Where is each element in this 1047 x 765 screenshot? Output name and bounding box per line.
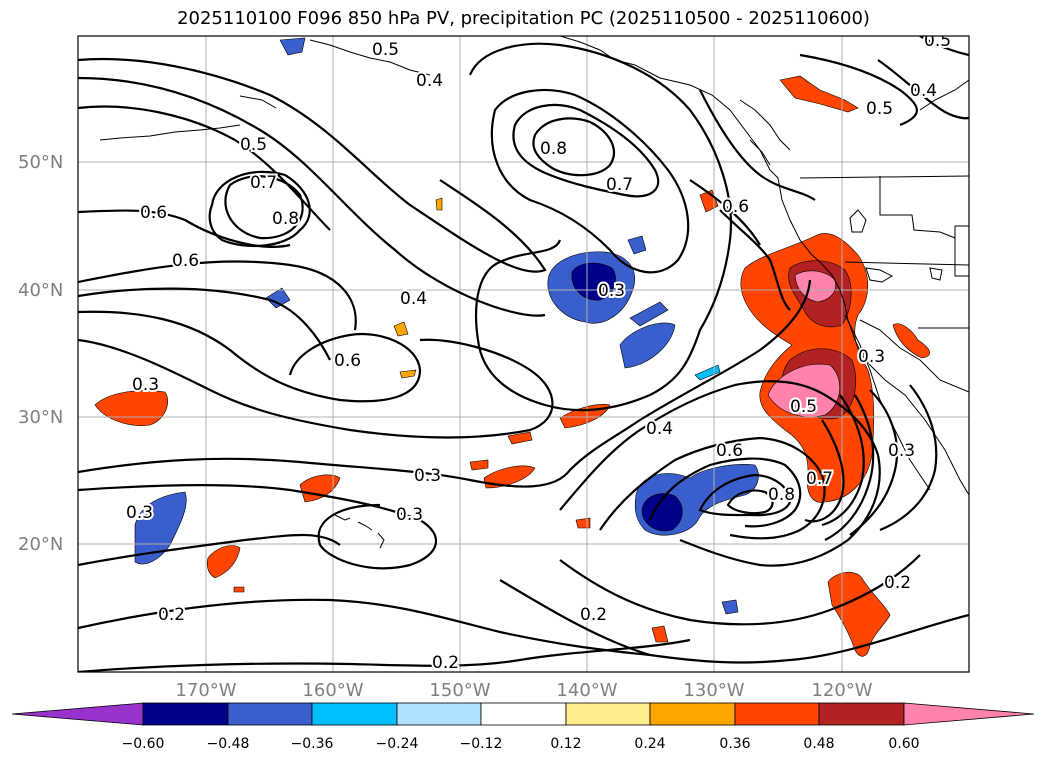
colorbar-segment bbox=[480, 702, 567, 726]
colorbar-tick: 0.36 bbox=[719, 736, 751, 752]
lat-label: 30°N bbox=[18, 407, 64, 428]
colorbar-tick: 0.24 bbox=[634, 736, 666, 752]
colorbar-segment bbox=[734, 702, 820, 726]
contour-label: 0.3 bbox=[132, 375, 159, 395]
colorbar-segment bbox=[649, 702, 736, 726]
contour-label: 0.5 bbox=[240, 135, 267, 155]
lon-label: 130°W bbox=[683, 680, 745, 701]
colorbar-segment bbox=[396, 702, 482, 726]
contour-label: 0.3 bbox=[396, 505, 423, 525]
contour-label: 0.4 bbox=[400, 289, 427, 309]
contour-label: 0.8 bbox=[272, 209, 299, 229]
lon-label: 140°W bbox=[556, 680, 618, 701]
contour-label: 0.3 bbox=[414, 466, 441, 486]
coastlines bbox=[99, 36, 969, 549]
map-title: 2025110100 F096 850 hPa PV, precipitatio… bbox=[177, 8, 870, 29]
contour-label: 0.2 bbox=[432, 653, 459, 673]
colorbar-segment bbox=[142, 702, 229, 726]
contour-label: 0.6 bbox=[722, 197, 749, 217]
contour-label: 0.3 bbox=[888, 441, 915, 461]
contour-label: 0.2 bbox=[580, 605, 607, 625]
colorbar-segment bbox=[565, 702, 651, 726]
lon-label: 120°W bbox=[811, 680, 873, 701]
colorbar-segment bbox=[311, 702, 398, 726]
colorbar bbox=[11, 702, 1035, 726]
contour-label: 0.8 bbox=[768, 485, 795, 505]
lon-label: 160°W bbox=[302, 680, 364, 701]
contour-label: 0.5 bbox=[372, 40, 399, 60]
colorbar-tick: −0.60 bbox=[121, 736, 165, 752]
contour-label: 0.7 bbox=[606, 175, 633, 195]
contour-label: 0.7 bbox=[806, 469, 833, 489]
contour-label: 0.5 bbox=[924, 31, 951, 51]
contour-label: 0.3 bbox=[126, 503, 153, 523]
pv-contours bbox=[78, 36, 969, 672]
colorbar-segment bbox=[818, 702, 905, 726]
colorbar-tick: 0.12 bbox=[550, 736, 582, 752]
contour-label: 0.5 bbox=[866, 99, 893, 119]
lon-label: 170°W bbox=[175, 680, 237, 701]
contour-label: 0.3 bbox=[598, 281, 625, 301]
colorbar-tick: −0.36 bbox=[290, 736, 334, 752]
colorbar-tick: −0.24 bbox=[375, 736, 419, 752]
contour-label: 0.6 bbox=[334, 351, 361, 371]
lat-label: 20°N bbox=[18, 534, 64, 555]
contour-labels: 0.5 0.4 0.5 0.7 0.8 0.6 0.6 0.3 0.4 0.6 … bbox=[124, 31, 953, 673]
colorbar-tick: −0.48 bbox=[206, 736, 250, 752]
contour-label: 0.6 bbox=[716, 441, 743, 461]
contour-label: 0.4 bbox=[646, 419, 673, 439]
colorbar-segment bbox=[11, 702, 144, 726]
contour-label: 0.6 bbox=[172, 251, 199, 271]
contour-label: 0.6 bbox=[140, 203, 167, 223]
contour-label: 0.3 bbox=[858, 347, 885, 367]
colorbar-tick: −0.12 bbox=[459, 736, 503, 752]
colorbar-tick: 0.48 bbox=[803, 736, 835, 752]
contour-label: 0.4 bbox=[910, 81, 937, 101]
colorbar-segment bbox=[227, 702, 313, 726]
contour-label: 0.5 bbox=[790, 397, 817, 417]
colorbar-segment bbox=[903, 702, 1035, 726]
contour-label: 0.4 bbox=[416, 71, 443, 91]
contour-label: 0.7 bbox=[250, 173, 277, 193]
map-area: 0.5 0.4 0.5 0.7 0.8 0.6 0.6 0.3 0.4 0.6 … bbox=[78, 31, 969, 673]
contour-label: 0.8 bbox=[540, 139, 567, 159]
contour-label: 0.2 bbox=[158, 605, 185, 625]
colorbar-tick: 0.60 bbox=[888, 736, 920, 752]
gridlines bbox=[78, 36, 969, 672]
map-frame bbox=[77, 35, 970, 673]
lat-label: 50°N bbox=[18, 152, 64, 173]
lon-label: 150°W bbox=[429, 680, 491, 701]
lat-label: 40°N bbox=[18, 280, 64, 301]
contour-label: 0.2 bbox=[884, 573, 911, 593]
